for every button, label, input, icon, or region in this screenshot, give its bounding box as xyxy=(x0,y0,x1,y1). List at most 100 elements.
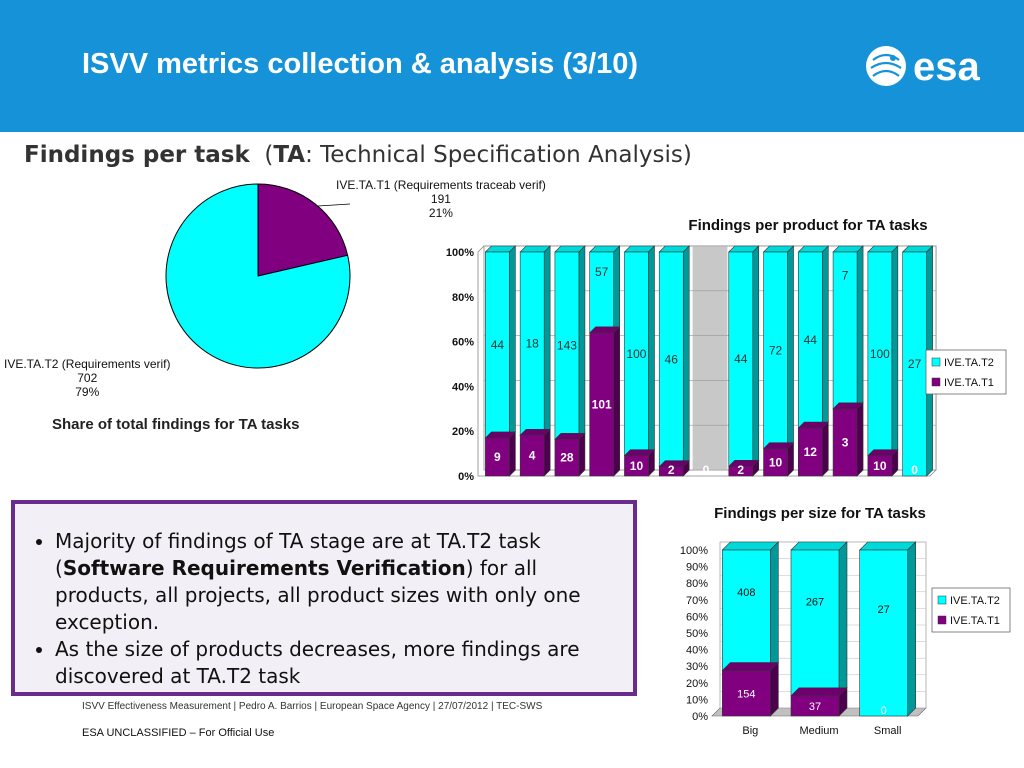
bar1-t2-bar xyxy=(624,251,649,456)
footer-text: ISVV Effectiveness Measurement | Pedro A… xyxy=(82,701,543,712)
bar2-ytick: 10% xyxy=(686,694,708,706)
bar2-t1-bar-side xyxy=(770,661,779,717)
bar1-legend-label: IVE.TA.T1 xyxy=(944,377,994,389)
bar2-t2-bar xyxy=(790,549,840,697)
bar1-t2-label: 44 xyxy=(804,333,818,347)
bar1-t1-label: 2 xyxy=(737,463,744,477)
bar1-t1-label: 3 xyxy=(842,435,849,449)
findings-summary-box: Majority of findings of TA stage are at … xyxy=(11,500,637,696)
bar2-t2-bar xyxy=(859,549,908,717)
pie-chart-title: Share of total findings for TA tasks xyxy=(52,416,300,433)
bar1-t2-bar xyxy=(902,251,927,477)
bar2-t2-bar-top xyxy=(858,541,917,551)
bar1-t1-label: 10 xyxy=(769,455,783,469)
bar2-ytick: 70% xyxy=(686,595,708,607)
bar2-t2-bar xyxy=(722,549,771,671)
bar1-t1-label: 0 xyxy=(703,463,710,477)
esa-logo-text: esa xyxy=(913,45,980,89)
pie-label-t1-name: IVE.TA.T1 (Requirements traceab verif) xyxy=(336,178,546,192)
bar1-t2-label: 44 xyxy=(734,352,748,366)
bar2-t2-label: 267 xyxy=(806,596,824,608)
bar2-legend xyxy=(931,587,1011,633)
bullet-1-bold: Software Requirements Verification xyxy=(62,556,466,580)
bar1-t2-bar xyxy=(554,251,580,440)
bullet-2: As the size of products decreases, more … xyxy=(55,636,623,690)
bar1-t1-bar-side xyxy=(543,428,551,477)
bar1-t2-bar xyxy=(658,251,684,467)
bar2-t1-label: 0 xyxy=(881,705,887,717)
bar1-highlight-column xyxy=(692,246,728,470)
bar1-t2-label: 57 xyxy=(595,265,609,279)
pie-label-t1: IVE.TA.T1 (Requirements traceab verif) 1… xyxy=(336,178,546,220)
bar2-legend-label: IVE.TA.T2 xyxy=(950,595,1000,607)
bar1-t2-bar-side xyxy=(856,245,864,410)
bar1-t1-label: 0 xyxy=(911,463,918,477)
pie-label-t2-name: IVE.TA.T2 (Requirements verif) xyxy=(4,357,171,371)
bar1-t1-label: 28 xyxy=(560,451,574,465)
bar1-ytick: 0% xyxy=(458,471,474,483)
bar2-ytick: 40% xyxy=(686,645,708,657)
bar1-t2-bar-side xyxy=(682,245,690,468)
bar1-t2-label: 44 xyxy=(491,338,505,352)
bar1-t2-bar xyxy=(589,251,614,334)
pie-slice-0 xyxy=(257,183,349,277)
bar2-ytick: 80% xyxy=(686,578,708,590)
bar1-t2-label: 72 xyxy=(769,343,783,357)
classification-text: ESA UNCLASSIFIED – For Official Use xyxy=(82,727,275,739)
bar1-ytick: 80% xyxy=(452,292,474,304)
bar2-t1-bar-top xyxy=(721,662,780,671)
bar1-t2-bar-side xyxy=(891,245,899,457)
bar2-xtick: Big xyxy=(742,725,758,737)
bar2-ytick: 50% xyxy=(686,628,708,640)
size-bar-chart: 0% 10% 20% 30% 40% 50% 60% 70% 80% 90% 100% Finding… xyxy=(680,505,1011,737)
bar2-t1-label: 37 xyxy=(809,701,821,713)
esa-logo: esa xyxy=(866,45,980,89)
bar2-t1-bar xyxy=(790,695,840,717)
bar1-t1-bar xyxy=(763,448,788,477)
bar2-t2-bar-top xyxy=(790,541,848,551)
pie-label-t2: IVE.TA.T2 (Requirements verif) 702 79% xyxy=(4,357,171,399)
bar1-t2-bar-side xyxy=(752,245,760,467)
bar2-t1-bar-top xyxy=(790,687,848,697)
pie-label-t1-value: 191 xyxy=(430,192,451,206)
bar2-t2-label: 27 xyxy=(878,604,890,616)
bar1-t1-label: 12 xyxy=(804,445,818,459)
bar1-t2-bar xyxy=(867,251,893,456)
bar2-title: Findings per size for TA tasks xyxy=(714,505,926,522)
bar1-t2-bar-side xyxy=(613,245,620,334)
bar1-t1-label: 9 xyxy=(494,450,501,464)
bar1-t2-label: 100 xyxy=(626,347,646,361)
bullet-1-pre: Majority of findings of TA stage are at … xyxy=(55,529,541,580)
bar1-t1-bar xyxy=(798,427,823,477)
bar1-ytick: 20% xyxy=(452,426,474,438)
bar1-t1-bar xyxy=(485,437,510,477)
bar1-t2-bar-side xyxy=(648,245,655,457)
subtitle-rest: : Technical Specification Analysis) xyxy=(305,142,692,168)
bar1-t2-label: 143 xyxy=(557,339,577,353)
pie-chart xyxy=(165,183,351,369)
bar1-t2-bar xyxy=(519,251,545,436)
bar1-t1-label: 10 xyxy=(873,459,887,473)
pie-label-t1-pct: 21% xyxy=(428,206,453,220)
bar1-t1-bar-side xyxy=(613,326,620,477)
bar1-t1-bar-side xyxy=(509,431,516,477)
bar2-t2-bar-side xyxy=(907,541,916,717)
pie-label-t2-pct: 79% xyxy=(75,385,100,399)
bullet-1-post: ) for all products, all projects, all pr… xyxy=(55,556,581,634)
bar1-t1-bar xyxy=(624,455,649,477)
bar1-ytick: 100% xyxy=(446,247,474,259)
bar2-t1-bar xyxy=(722,670,771,717)
pie-label-t2-value: 702 xyxy=(77,371,98,385)
bar1-t1-bar-side xyxy=(787,441,794,477)
bar1-ytick: 60% xyxy=(452,337,474,349)
bar1-t1-label: 10 xyxy=(630,459,644,473)
bar1-legend-label: IVE.TA.T2 xyxy=(944,357,994,369)
bar1-t2-bar-side xyxy=(509,245,516,439)
bar2-xtick: Medium xyxy=(799,725,838,737)
slide-title: ISVV metrics collection & analysis (3/10… xyxy=(82,48,639,80)
bar1-legend-swatch xyxy=(931,377,941,387)
bar2-ytick: 100% xyxy=(680,545,708,557)
bar1-t2-label: 7 xyxy=(842,269,849,283)
bar1-t2-label: 46 xyxy=(665,352,679,366)
section-subtitle: Findings per task (TA: Technical Specifi… xyxy=(24,142,692,168)
